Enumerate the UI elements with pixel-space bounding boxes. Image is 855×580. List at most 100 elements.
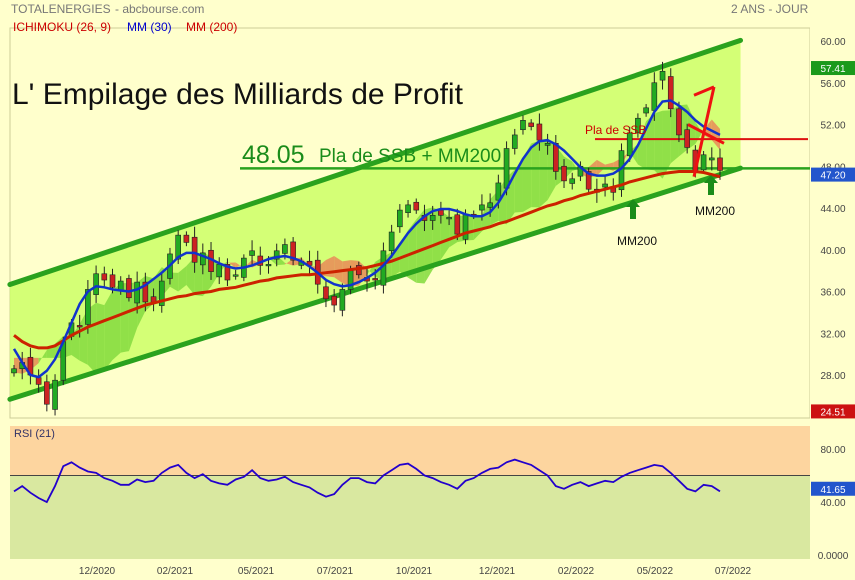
candle-body-5 xyxy=(52,379,58,410)
kumo-segment-10 xyxy=(96,302,105,374)
price-badge-bg-0 xyxy=(811,61,855,76)
candle-body-10 xyxy=(93,273,99,295)
candle-body-80 xyxy=(667,76,674,110)
price-tick-6: 52.00 xyxy=(820,121,845,132)
kumo-segment-26 xyxy=(227,261,236,268)
price-badge-2: 24.51 xyxy=(820,407,845,418)
rsi-tick-0: 0.0000 xyxy=(818,551,849,562)
candle-body-39 xyxy=(331,295,337,306)
kumo-segment-49 xyxy=(416,209,425,284)
level-value-annotation: 48.05 xyxy=(242,141,305,169)
x-tick-1: 02/2021 xyxy=(157,566,194,577)
x-tick-0: 12/2020 xyxy=(79,566,116,577)
kumo-segment-62 xyxy=(522,143,532,212)
candle-body-44 xyxy=(372,278,379,281)
candle-body-76 xyxy=(635,117,641,134)
candle-body-60 xyxy=(503,148,510,189)
kumo-segment-64 xyxy=(539,138,548,208)
period-label: 2 ANS - JOUR xyxy=(731,2,809,16)
rsi-zone-bottom xyxy=(10,475,810,559)
candle-body-61 xyxy=(511,134,518,149)
kumo-segment-39 xyxy=(334,256,343,283)
candle-body-0 xyxy=(11,368,17,374)
candle-body-21 xyxy=(183,234,190,243)
kumo-segment-78 xyxy=(654,110,663,179)
kumo-segment-3 xyxy=(38,349,47,364)
candle-body-12 xyxy=(109,274,116,288)
mm200-arrow-2 xyxy=(704,175,718,195)
candle-body-31 xyxy=(265,264,272,267)
rsi-last-badge-bg xyxy=(811,481,855,496)
candle-body-82 xyxy=(684,129,690,148)
candle-body-15 xyxy=(134,281,140,304)
candle-body-4 xyxy=(44,381,50,405)
rsi-tick-2: 80.00 xyxy=(820,445,845,456)
kumo-segment-63 xyxy=(531,140,540,208)
candle-body-34 xyxy=(290,241,296,261)
candle-body-14 xyxy=(126,278,132,299)
channel-fill xyxy=(9,40,741,400)
candle-body-23 xyxy=(200,252,206,266)
candle-body-66 xyxy=(553,142,559,172)
candle-body-52 xyxy=(438,209,444,216)
candle-body-55 xyxy=(462,213,469,240)
kumo-segment-20 xyxy=(178,266,187,292)
price-badge-0: 57.41 xyxy=(820,64,845,75)
x-tick-3: 07/2021 xyxy=(317,566,354,577)
candle-body-27 xyxy=(232,274,239,277)
candle-body-3 xyxy=(35,377,42,385)
candle-body-77 xyxy=(643,107,649,114)
price-badge-bg-1 xyxy=(811,167,855,182)
candle-body-40 xyxy=(339,289,346,311)
price-tick-8: 60.00 xyxy=(820,37,845,48)
price-tick-4: 44.00 xyxy=(820,204,845,215)
indicator-mm30-label: MM (30) xyxy=(127,20,172,34)
kumo-segment-13 xyxy=(120,283,129,353)
candle-body-48 xyxy=(405,204,411,213)
price-tick-2: 36.00 xyxy=(820,288,845,299)
candle-body-79 xyxy=(659,70,666,81)
candle-body-85 xyxy=(708,157,715,161)
candle-body-53 xyxy=(446,217,452,220)
kumo-segment-47 xyxy=(399,230,409,278)
mm200-label-2: MM200 xyxy=(695,204,736,218)
candle-body-13 xyxy=(117,280,124,291)
mm200-label-1: MM200 xyxy=(617,234,658,248)
candle-body-67 xyxy=(561,165,567,182)
kumo-segment-48 xyxy=(408,219,417,283)
x-tick-7: 05/2022 xyxy=(637,566,674,577)
candle-body-46 xyxy=(388,231,395,252)
mm30-line xyxy=(12,99,721,379)
price-badge-bg-2 xyxy=(811,404,855,419)
kumo-segment-12 xyxy=(112,283,121,360)
candle-body-49 xyxy=(413,201,420,211)
ssb-label: Pla de SSB xyxy=(585,123,647,137)
x-tick-2: 05/2021 xyxy=(238,566,275,577)
price-tick-3: 40.00 xyxy=(820,246,845,257)
kumo-segment-11 xyxy=(104,290,113,371)
candle-body-47 xyxy=(397,209,403,228)
mm200-arrow-1 xyxy=(626,199,640,219)
candle-body-81 xyxy=(676,108,682,136)
kumo-segment-21 xyxy=(186,257,195,296)
candle-body-75 xyxy=(626,132,633,157)
candle-body-16 xyxy=(142,281,149,303)
candle-body-86 xyxy=(717,157,723,171)
candle-body-32 xyxy=(273,250,280,260)
candle-body-68 xyxy=(569,178,576,184)
candle-body-20 xyxy=(175,234,181,260)
candle-body-9 xyxy=(85,289,91,325)
indicator-ichimoku-label: ICHIMOKU (26, 9) xyxy=(13,20,112,34)
candle-body-78 xyxy=(651,82,658,111)
kumo-segment-77 xyxy=(646,113,655,171)
kumo-segment-56 xyxy=(473,214,482,241)
drawn-line-3 xyxy=(687,123,725,145)
kumo-segment-52 xyxy=(440,210,450,260)
candle-body-38 xyxy=(323,286,329,300)
candle-body-18 xyxy=(158,280,165,306)
price-tick-1: 32.00 xyxy=(820,329,845,340)
x-tick-8: 07/2022 xyxy=(715,566,752,577)
candle-body-59 xyxy=(495,182,502,201)
candle-body-26 xyxy=(224,264,231,281)
